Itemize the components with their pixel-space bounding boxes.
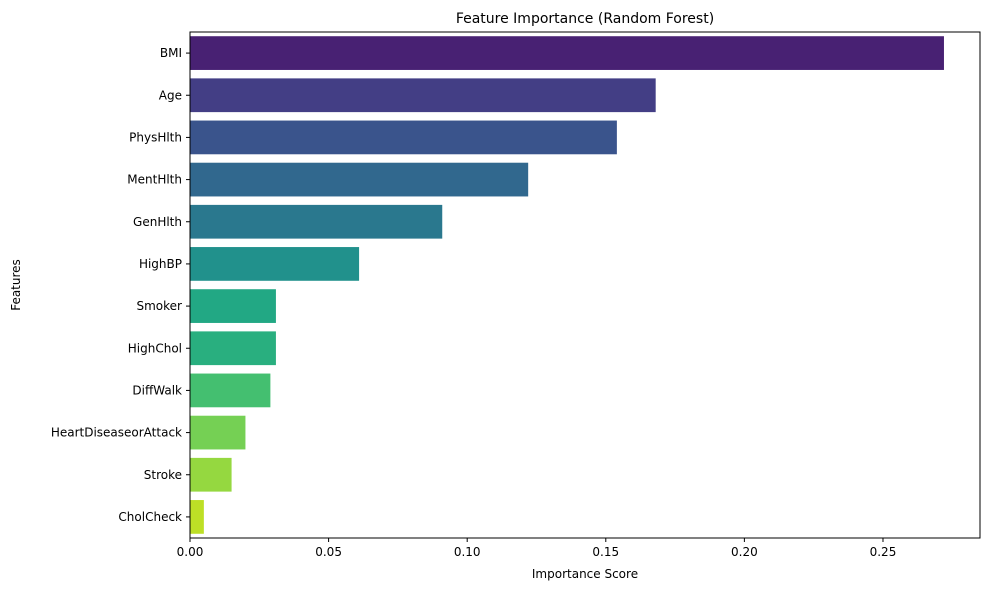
plot-frame xyxy=(189,31,981,539)
y-tick-label: PhysHlth xyxy=(129,130,182,144)
bar-stroke xyxy=(190,457,232,492)
bar-diffwalk xyxy=(190,373,271,408)
y-tick-label: GenHlth xyxy=(133,215,182,229)
x-tick-label: 0.25 xyxy=(870,545,897,559)
bar-smoker xyxy=(190,289,276,323)
bars-group xyxy=(190,36,944,534)
bar-cholcheck xyxy=(190,500,204,534)
bar-bmi xyxy=(190,36,944,70)
bar-highbp xyxy=(190,247,360,281)
bar-menthlth xyxy=(190,162,529,197)
y-tick-label: CholCheck xyxy=(118,510,182,524)
y-axis-ticks: BMI Age PhysHlth MentHlth GenHlth HighBP Smoke… xyxy=(51,46,190,524)
x-axis-label: Importance Score xyxy=(532,567,638,581)
bar-highchol xyxy=(190,331,276,366)
y-tick-label: HighChol xyxy=(128,341,182,355)
bar-physhlth xyxy=(190,120,617,155)
y-tick-label: MentHlth xyxy=(127,173,182,187)
chart-title: Feature Importance (Random Forest) xyxy=(456,11,714,27)
y-tick-label: HighBP xyxy=(139,257,182,271)
x-axis-ticks: 0.00 0.05 0.10 0.15 0.20 0.25 xyxy=(177,538,897,559)
y-tick-label: Age xyxy=(159,88,182,102)
y-tick-label: Smoker xyxy=(137,299,183,313)
x-tick-label: 0.20 xyxy=(731,545,758,559)
y-tick-label: Stroke xyxy=(144,468,182,482)
x-tick-label: 0.00 xyxy=(177,545,204,559)
x-tick-label: 0.10 xyxy=(454,545,481,559)
bar-genhlth xyxy=(190,204,443,239)
x-tick-label: 0.05 xyxy=(315,545,342,559)
bar-heartdiseaseorattack xyxy=(190,415,246,450)
y-tick-label: HeartDiseaseorAttack xyxy=(51,426,182,440)
x-tick-label: 0.15 xyxy=(592,545,619,559)
y-axis-label: Features xyxy=(9,259,23,311)
y-tick-label: BMI xyxy=(160,46,182,60)
y-tick-label: DiffWalk xyxy=(132,383,182,397)
bar-age xyxy=(190,78,656,113)
